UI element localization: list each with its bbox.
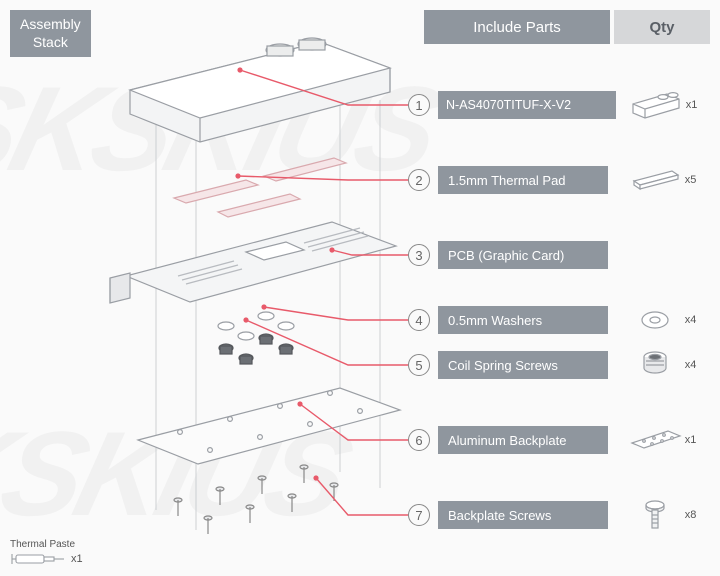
qty-text: x1 xyxy=(686,99,698,111)
part-row: Backplate Screws x8 xyxy=(414,482,710,548)
part-row: PCB (Graphic Card) xyxy=(414,222,710,288)
qty-cell: x5 xyxy=(614,147,710,213)
part-row: Aluminum Backplate x1 xyxy=(414,407,710,473)
step-number: 6 xyxy=(408,429,430,451)
qty-cell xyxy=(614,222,710,288)
footnote-qty: x1 xyxy=(71,553,83,565)
footnote-label: Thermal Paste xyxy=(10,539,75,550)
table-header: Include Parts Qty xyxy=(424,10,710,44)
qty-text: x4 xyxy=(685,314,697,326)
step-number: 3 xyxy=(408,244,430,266)
step-number: 1 xyxy=(408,94,430,116)
part-label: 0.5mm Washers xyxy=(438,306,608,334)
header-qty: Qty xyxy=(614,10,710,44)
exploded-diagram xyxy=(90,30,410,550)
part-label: PCB (Graphic Card) xyxy=(438,241,608,269)
part-label: N-AS4070TITUF-X-V2 xyxy=(438,91,616,119)
syringe-icon xyxy=(10,552,66,566)
step-number: 5 xyxy=(408,354,430,376)
qty-cell: x8 xyxy=(614,482,710,548)
qty-text: x8 xyxy=(685,509,697,521)
step-number: 2 xyxy=(408,169,430,191)
qty-text: x5 xyxy=(685,174,697,186)
qty-cell: x1 xyxy=(616,72,710,138)
qty-text: x1 xyxy=(685,434,697,446)
qty-cell: x4 xyxy=(614,332,710,398)
part-label: Backplate Screws xyxy=(438,501,608,529)
qty-text: x4 xyxy=(685,359,697,371)
part-row: 1.5mm Thermal Pad x5 xyxy=(414,147,710,213)
part-label: Coil Spring Screws xyxy=(438,351,608,379)
part-row: N-AS4070TITUF-X-V2 x1 xyxy=(414,72,710,138)
step-number: 7 xyxy=(408,504,430,526)
part-label: 1.5mm Thermal Pad xyxy=(438,166,608,194)
part-row: Coil Spring Screws x4 xyxy=(414,332,710,398)
qty-cell: x1 xyxy=(614,407,710,473)
header-parts: Include Parts xyxy=(424,10,610,44)
title-text: AssemblyStack xyxy=(20,16,81,50)
part-label: Aluminum Backplate xyxy=(438,426,608,454)
footnote-thermal-paste: Thermal Paste x1 xyxy=(10,539,83,566)
step-number: 4 xyxy=(408,309,430,331)
title-badge: AssemblyStack xyxy=(10,10,91,57)
